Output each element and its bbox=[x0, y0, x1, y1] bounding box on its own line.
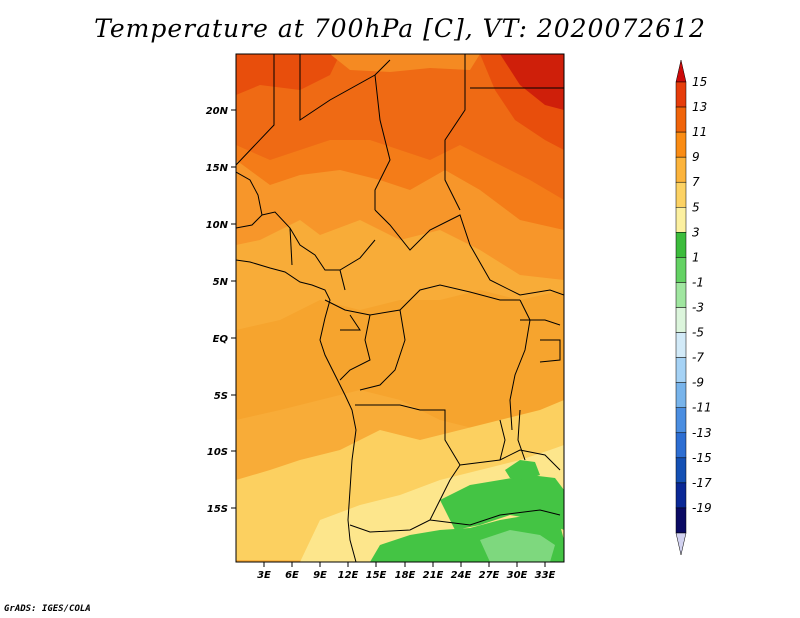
lon-label-12e: 12E bbox=[338, 570, 359, 581]
colorbar-cell bbox=[675, 532, 687, 556]
colorbar-label: 15 bbox=[692, 75, 707, 89]
colorbar-label: 1 bbox=[692, 250, 700, 264]
colorbar-label: -15 bbox=[692, 451, 712, 465]
lon-label-27e: 27E bbox=[479, 570, 500, 581]
colorbar-cell bbox=[675, 507, 687, 534]
lat-label-5n: 5N bbox=[213, 277, 229, 288]
colorbar-cell bbox=[675, 59, 687, 83]
colorbar-cell bbox=[675, 382, 687, 408]
colorbar-cell bbox=[675, 482, 687, 509]
lon-label-9e: 9E bbox=[313, 570, 327, 581]
lon-label-3e: 3E bbox=[257, 570, 271, 581]
colorbar-cell bbox=[675, 432, 687, 459]
coastlines-and-borders bbox=[236, 54, 564, 562]
colorbar-cell bbox=[675, 156, 687, 183]
temperature-field bbox=[236, 54, 564, 562]
colorbar-cell bbox=[675, 106, 687, 133]
lat-label-10n: 10N bbox=[206, 220, 229, 231]
lon-label-6e: 6E bbox=[285, 570, 299, 581]
colorbar-cell bbox=[675, 407, 687, 434]
colorbar-cell bbox=[675, 282, 687, 308]
colorbar-label: -9 bbox=[692, 376, 704, 390]
colorbar-cell bbox=[675, 257, 687, 283]
colorbar-label: 9 bbox=[692, 150, 700, 164]
colorbar: 15 13 11 9 7 5 3 1 -1 -3 -5 -7 -9 -11 -13 -15 -17 -19 bbox=[675, 59, 712, 556]
colorbar-cell bbox=[675, 131, 687, 158]
colorbar-label: -1 bbox=[692, 275, 704, 289]
lat-label-10s: 10S bbox=[207, 447, 228, 458]
colorbar-cell bbox=[675, 457, 687, 484]
colorbar-cell bbox=[675, 81, 687, 108]
chart-title: Temperature at 700hPa [C], VT: 202007261… bbox=[94, 14, 706, 43]
lat-label-15s: 15S bbox=[207, 504, 228, 515]
colorbar-label: -13 bbox=[692, 426, 712, 440]
longitude-axis: 3E 6E 9E 12E 15E 18E 21E 24E 27E 30E 33E bbox=[257, 562, 556, 581]
colorbar-label: 13 bbox=[692, 100, 707, 114]
colorbar-cell bbox=[675, 357, 687, 383]
latitude-axis: 20N 15N 10N 5N EQ 5S 10S 15S bbox=[206, 106, 236, 515]
map-frame bbox=[235, 53, 565, 563]
lat-label-5s: 5S bbox=[214, 391, 228, 402]
colorbar-cell bbox=[675, 207, 687, 233]
colorbar-cell bbox=[675, 332, 687, 358]
colorbar-label: 3 bbox=[692, 225, 700, 239]
colorbar-label: -19 bbox=[692, 501, 712, 515]
lon-label-15e: 15E bbox=[366, 570, 387, 581]
colorbar-cell bbox=[675, 307, 687, 333]
colorbar-label: -3 bbox=[692, 301, 704, 315]
colorbar-label: -11 bbox=[692, 401, 712, 415]
colorbar-label: -7 bbox=[692, 351, 704, 365]
lon-label-30e: 30E bbox=[507, 570, 528, 581]
lon-label-21e: 21E bbox=[423, 570, 444, 581]
colorbar-cell bbox=[675, 181, 687, 208]
lat-label-20n: 20N bbox=[206, 106, 229, 117]
lon-label-18e: 18E bbox=[395, 570, 416, 581]
lat-label-eq: EQ bbox=[213, 334, 229, 345]
colorbar-cell bbox=[675, 232, 687, 258]
lat-label-15n: 15N bbox=[206, 163, 229, 174]
grads-credit: GrADS: IGES/COLA bbox=[4, 604, 91, 614]
colorbar-label: -5 bbox=[692, 326, 704, 340]
lon-label-33e: 33E bbox=[535, 570, 556, 581]
lon-label-24e: 24E bbox=[451, 570, 472, 581]
colorbar-label: -17 bbox=[692, 476, 712, 490]
colorbar-label: 7 bbox=[692, 175, 700, 189]
colorbar-label: 11 bbox=[692, 125, 707, 139]
colorbar-label: 5 bbox=[692, 200, 700, 214]
